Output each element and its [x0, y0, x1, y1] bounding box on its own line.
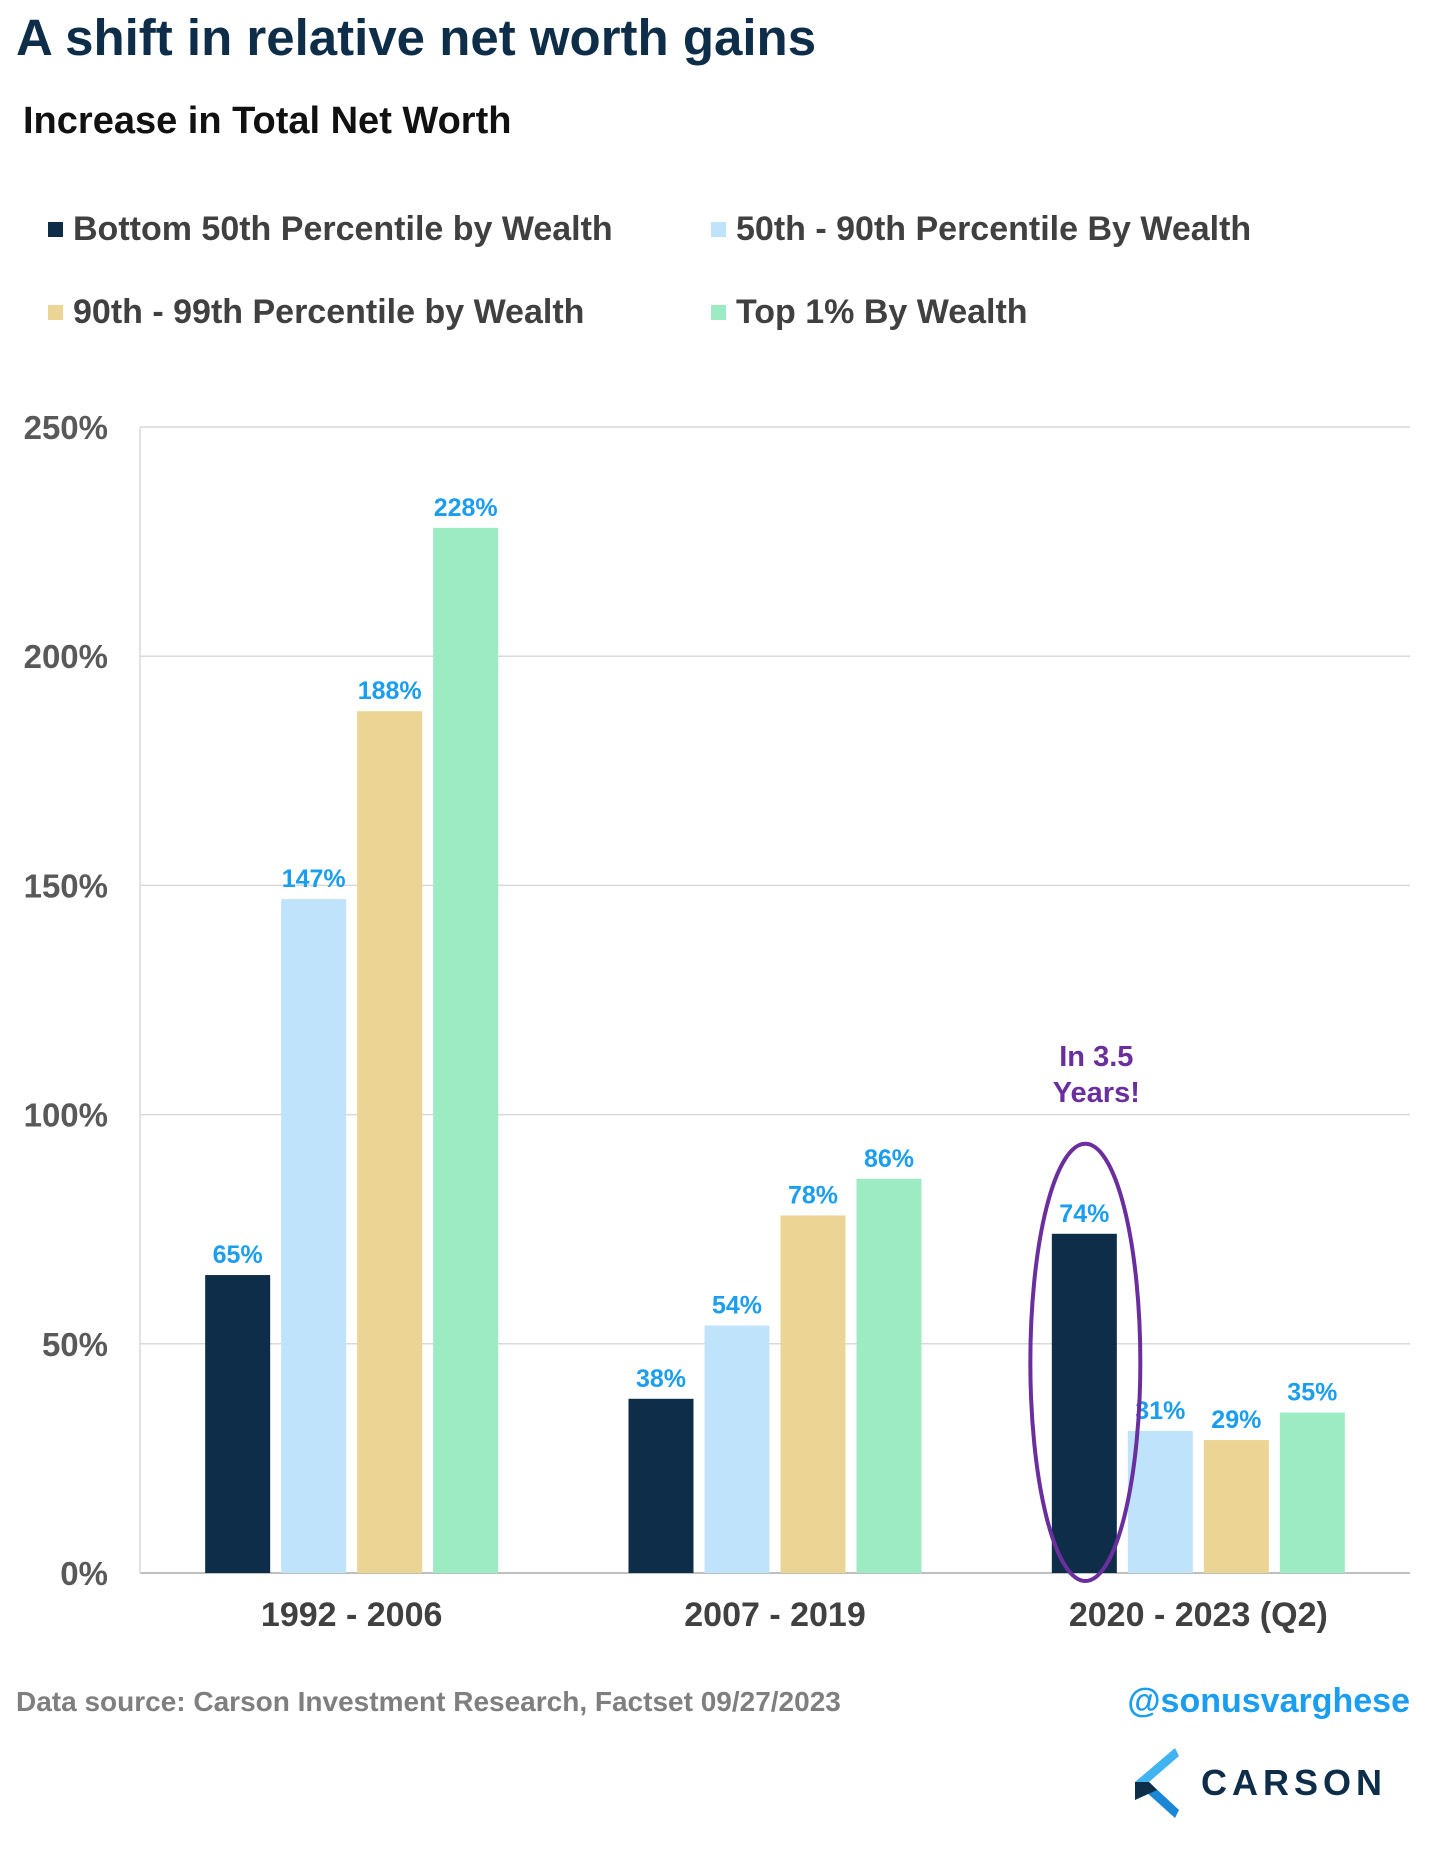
- bar-data-label: 86%: [864, 1145, 914, 1173]
- legend-label-bottom-50: Bottom 50th Percentile by Wealth: [73, 210, 613, 248]
- bar-data-label: 35%: [1287, 1379, 1337, 1407]
- y-tick-label: 0%: [60, 1555, 108, 1592]
- bar: [1051, 1233, 1117, 1573]
- bar: [1203, 1440, 1269, 1573]
- y-tick-label: 250%: [24, 409, 108, 446]
- bar: [205, 1275, 271, 1573]
- bar-data-label: 74%: [1059, 1200, 1109, 1228]
- annotation-text-line2: Years!: [1053, 1077, 1140, 1109]
- carson-logo-text: CARSON: [1201, 1762, 1388, 1803]
- legend-item-bottom-50: Bottom 50th Percentile by Wealth: [48, 210, 613, 249]
- legend-label-top-1: Top 1% By Wealth: [736, 293, 1028, 331]
- bar: [433, 527, 499, 1573]
- legend-swatch-bottom-50: [48, 222, 63, 237]
- y-tick-label: 50%: [42, 1326, 108, 1363]
- x-tick-label: 2007 - 2019: [684, 1596, 866, 1634]
- bar-data-label: 78%: [788, 1181, 838, 1209]
- legend-item-90-99: 90th - 99th Percentile by Wealth: [48, 293, 584, 332]
- annotation-ellipse: [1028, 1141, 1143, 1583]
- x-tick-label: 1992 - 2006: [261, 1596, 443, 1634]
- bar-data-label: 228%: [434, 494, 498, 522]
- y-tick-label: 200%: [24, 638, 108, 675]
- legend-swatch-50-90: [711, 222, 726, 237]
- bar: [856, 1178, 922, 1573]
- bar-data-label: 147%: [282, 865, 346, 893]
- y-tick-label: 150%: [24, 867, 108, 904]
- bar-chart: 0% 50% 100% 150% 200% 250% 65% 147% 188% 228% 1992…: [24, 409, 1410, 1634]
- legend-item-top-1: Top 1% By Wealth: [711, 293, 1028, 332]
- bar: [357, 711, 423, 1573]
- bar-data-label: 188%: [358, 677, 422, 705]
- carson-logo-icon: [1135, 1748, 1179, 1818]
- bar: [780, 1215, 846, 1573]
- bar: [281, 899, 347, 1573]
- x-tick-label: 2020 - 2023 (Q2): [1069, 1596, 1328, 1634]
- legend-label-90-99: 90th - 99th Percentile by Wealth: [73, 293, 585, 331]
- chart-title: A shift in relative net worth gains: [16, 9, 817, 66]
- legend-swatch-top-1: [711, 305, 726, 320]
- bar-data-label: 31%: [1135, 1397, 1185, 1425]
- bar-data-label: 38%: [636, 1365, 686, 1393]
- legend-item-50-90: 50th - 90th Percentile By Wealth: [711, 210, 1251, 249]
- bar: [1127, 1430, 1193, 1573]
- data-source-note: Data source: Carson Investment Research,…: [16, 1686, 841, 1717]
- bar-data-label: 29%: [1211, 1406, 1261, 1434]
- y-tick-label: 100%: [24, 1097, 108, 1134]
- bar: [628, 1398, 694, 1573]
- bar-data-label: 65%: [213, 1241, 263, 1269]
- chart-subtitle: Increase in Total Net Worth: [23, 100, 512, 142]
- legend-label-50-90: 50th - 90th Percentile By Wealth: [736, 210, 1252, 248]
- annotation-text-line1: In 3.5: [1059, 1041, 1133, 1073]
- legend-swatch-90-99: [48, 305, 63, 320]
- author-handle[interactable]: @sonusvarghese: [1127, 1682, 1410, 1720]
- bar: [704, 1325, 770, 1573]
- carson-logo: CARSON: [1135, 1748, 1387, 1818]
- bar: [1279, 1412, 1345, 1573]
- bar-data-label: 54%: [712, 1291, 762, 1319]
